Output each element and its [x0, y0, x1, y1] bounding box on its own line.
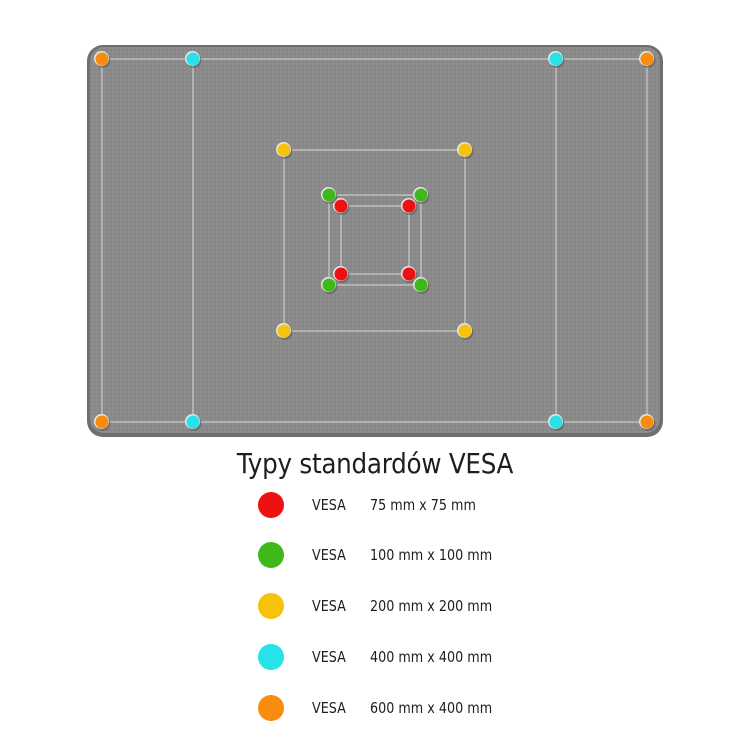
legend-item-vesa-100: VESA 100 mm x 100 mm: [0, 540, 750, 570]
monitor-back-panel: [90, 47, 660, 433]
legend-size: 200 mm x 200 mm: [370, 597, 493, 615]
orange-dot-icon: [258, 695, 284, 721]
legend-item-vesa-600: VESA 600 mm x 400 mm: [0, 693, 750, 723]
vesa-100-mounting-hole: [322, 278, 336, 292]
vesa-100-mounting-hole: [414, 278, 428, 292]
vesa-100-mounting-hole: [322, 188, 336, 202]
vesa-75-mounting-hole: [334, 267, 348, 281]
vesa-mount-diagram: [87, 45, 663, 437]
vesa-600-mounting-hole: [640, 415, 654, 429]
vesa-200-mounting-hole: [458, 324, 472, 338]
legend-label: VESA: [312, 597, 346, 615]
vesa-400-mounting-hole: [549, 52, 563, 66]
vesa-400-mounting-hole: [186, 52, 200, 66]
legend-size: 75 mm x 75 mm: [370, 496, 476, 514]
mounting-holes: [94, 51, 656, 431]
legend-item-vesa-75: VESA 75 mm x 75 mm: [0, 490, 750, 520]
legend-size: 600 mm x 400 mm: [370, 699, 493, 717]
legend-label: VESA: [312, 699, 346, 717]
legend-label: VESA: [312, 496, 346, 514]
vesa-200-mounting-hole: [277, 143, 291, 157]
green-dot-icon: [258, 542, 284, 568]
red-dot-icon: [258, 492, 284, 518]
vesa-75-mounting-hole: [402, 267, 416, 281]
yellow-dot-icon: [258, 593, 284, 619]
legend-item-vesa-400: VESA 400 mm x 400 mm: [0, 642, 750, 672]
vesa-75-mounting-hole: [402, 199, 416, 213]
legend-item-vesa-200: VESA 200 mm x 200 mm: [0, 591, 750, 621]
vesa-200-mounting-hole: [277, 324, 291, 338]
legend-size: 400 mm x 400 mm: [370, 648, 493, 666]
vesa-200-mounting-hole: [458, 143, 472, 157]
vesa-200-guide: [283, 149, 466, 332]
vesa-600-mounting-hole: [95, 52, 109, 66]
legend-label: VESA: [312, 648, 346, 666]
vesa-600-mounting-hole: [95, 415, 109, 429]
vesa-600-mounting-hole: [640, 52, 654, 66]
legend-label: VESA: [312, 546, 346, 564]
vesa-400-mounting-hole: [186, 415, 200, 429]
legend-size: 100 mm x 100 mm: [370, 546, 493, 564]
vesa-75-mounting-hole: [334, 199, 348, 213]
vesa-100-mounting-hole: [414, 188, 428, 202]
vesa-400-mounting-hole: [549, 415, 563, 429]
vesa-400-guide: [192, 58, 557, 423]
vesa-100-guide: [328, 194, 422, 286]
vesa-75-guide: [340, 205, 410, 275]
page-title: Typy standardów VESA: [236, 447, 514, 480]
cyan-dot-icon: [258, 644, 284, 670]
